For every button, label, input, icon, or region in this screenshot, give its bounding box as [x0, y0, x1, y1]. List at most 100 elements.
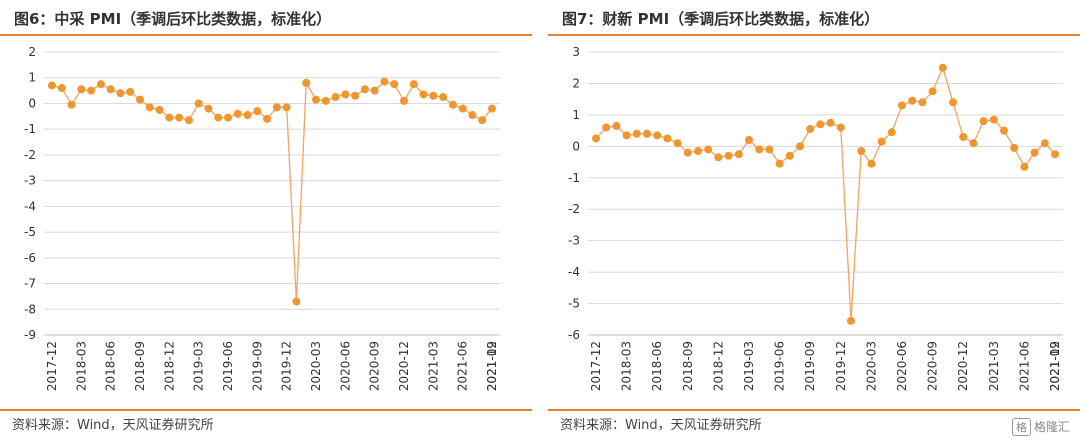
x-tick-label: 2020-12 — [397, 341, 411, 391]
x-tick-label: 2020-03 — [864, 341, 878, 391]
x-tick-label: 2021-03 — [426, 341, 440, 391]
y-tick-label: -4 — [568, 265, 580, 279]
data-point — [312, 95, 320, 104]
data-point — [116, 89, 125, 98]
data-point — [204, 104, 213, 113]
data-point — [136, 95, 144, 104]
data-point — [847, 316, 855, 325]
watermark-logo: 格格隆汇 — [1011, 418, 1070, 436]
chart-panel-pmi-caixin-official: 图6：中采 PMI（季调后环比类数据，标准化） 2 1 0 -1 -2 -3 -4 -5 -6 -… — [0, 0, 532, 445]
data-point — [96, 80, 105, 89]
y-tick-label: -1 — [568, 171, 580, 185]
data-point — [360, 85, 369, 94]
y-tick-label: -1 — [24, 122, 36, 136]
data-point — [263, 114, 272, 123]
data-point — [272, 103, 281, 112]
x-tick-label: 2018-03 — [74, 341, 88, 391]
data-point — [429, 91, 438, 100]
y-tick-label: -5 — [24, 225, 36, 239]
watermark-icon: 格 — [1011, 418, 1031, 436]
x-tick-label: 2017-12 — [589, 341, 603, 391]
data-point — [775, 159, 784, 168]
chart-title: 图7：财新 PMI（季调后环比类数据，标准化） — [562, 10, 880, 28]
data-point — [458, 104, 467, 113]
data-point — [351, 91, 360, 100]
y-tick-label: -3 — [24, 174, 36, 188]
data-point — [224, 113, 232, 122]
data-point — [282, 103, 291, 112]
data-point — [175, 113, 184, 122]
x-tick-label: 2019-06 — [773, 341, 787, 391]
y-tick-label: -6 — [24, 251, 36, 265]
x-tick-label: 2020-06 — [338, 341, 352, 391]
x-tick-label: 2018-03 — [620, 341, 634, 391]
data-point — [1030, 148, 1039, 157]
data-point — [409, 80, 418, 89]
series-line — [51, 80, 493, 302]
data-point — [478, 116, 487, 125]
data-point — [632, 129, 641, 138]
data-point — [673, 139, 682, 148]
x-tick-label: 2021-12 — [1048, 341, 1062, 391]
x-tick-label: 2021-09 — [485, 341, 499, 391]
data-point — [653, 131, 662, 140]
data-point — [836, 123, 845, 132]
data-point — [969, 139, 978, 148]
y-tick-label: -7 — [24, 277, 36, 291]
data-point — [643, 129, 651, 138]
data-point — [488, 104, 496, 113]
data-point — [755, 145, 764, 154]
x-tick-label: 2018-06 — [104, 341, 118, 391]
data-point — [979, 117, 988, 126]
data-point — [243, 111, 252, 120]
data-point — [48, 81, 56, 90]
data-point — [468, 111, 477, 120]
source-note: 资料来源：Wind，天风证券研究所 — [12, 418, 214, 433]
x-tick-label: 2018-09 — [681, 341, 695, 391]
data-point — [1020, 162, 1029, 171]
y-tick-label: -8 — [24, 302, 36, 316]
x-tick-label: 2020-03 — [309, 341, 323, 391]
y-tick-label: -9 — [24, 328, 36, 342]
data-point — [292, 297, 301, 306]
data-point — [683, 148, 692, 157]
data-point — [439, 93, 448, 102]
y-tick-label: 1 — [572, 108, 580, 122]
data-point — [592, 134, 600, 143]
data-point — [165, 113, 174, 122]
chart-plot-area: 2 1 0 -1 -2 -3 -4 -5 -6 -7 -8 -9 2017-12 2018-03 2018-… — [24, 45, 500, 391]
x-tick-label: 2018-06 — [650, 341, 664, 391]
x-tick-label: 2021-06 — [1017, 341, 1031, 391]
y-tick-label: 2 — [28, 45, 36, 59]
y-tick-label: -2 — [568, 202, 580, 216]
data-point — [959, 132, 968, 141]
footer-divider — [0, 409, 532, 411]
x-tick-label: 2021-12 — [485, 341, 499, 391]
y-tick-label: -5 — [568, 297, 580, 311]
title-divider — [0, 34, 532, 36]
data-point — [612, 121, 621, 130]
chart-plot-area: 3 2 1 0 -1 -2 -3 -4 -5 -6 2017-12 2018-03 2018-06 201… — [568, 45, 1063, 391]
data-point — [857, 147, 866, 156]
x-tick-label: 2020-12 — [956, 341, 970, 391]
data-point — [155, 105, 164, 114]
data-point — [908, 96, 917, 105]
data-point — [184, 116, 193, 125]
data-point — [806, 125, 815, 134]
x-tick-label: 2019-09 — [250, 341, 264, 391]
watermark-text: 格隆汇 — [1033, 420, 1070, 434]
x-tick-label: 2021-09 — [1048, 341, 1062, 391]
title-divider — [548, 34, 1080, 36]
data-point — [145, 103, 154, 112]
data-point — [77, 85, 86, 94]
x-tick-label: 2019-06 — [221, 341, 235, 391]
x-tick-label: 2021-03 — [987, 341, 1001, 391]
x-tick-label: 2021-06 — [456, 341, 470, 391]
data-point — [745, 136, 753, 145]
data-point — [106, 85, 115, 94]
y-tick-label: 2 — [572, 76, 580, 90]
y-tick-label: 1 — [28, 71, 36, 85]
data-point — [867, 159, 876, 168]
data-point — [796, 142, 804, 151]
x-tick-label: 2020-06 — [895, 341, 909, 391]
